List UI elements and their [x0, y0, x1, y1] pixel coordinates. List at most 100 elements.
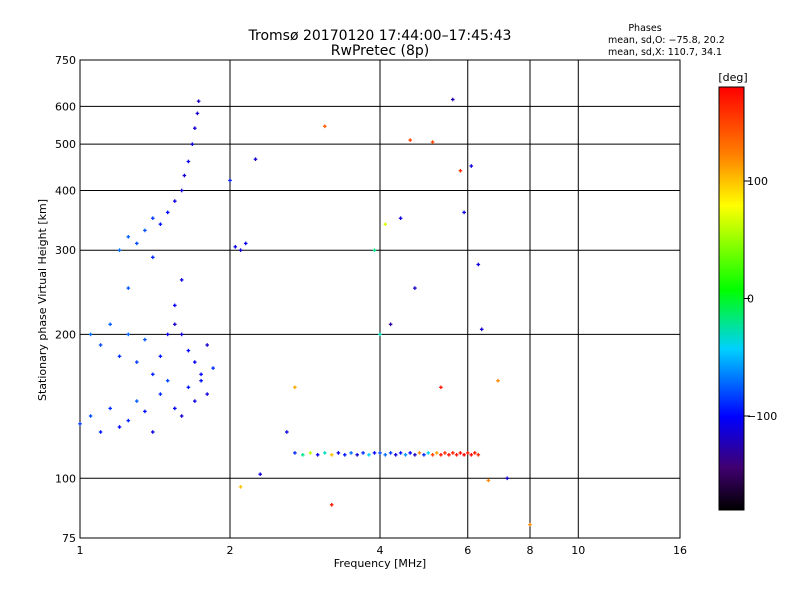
data-point — [182, 173, 187, 178]
colorbar-label: [deg] — [718, 71, 747, 84]
data-point — [284, 430, 289, 434]
data-point — [462, 210, 466, 215]
x-tick-label: 16 — [673, 544, 687, 557]
data-point — [98, 343, 103, 347]
data-point — [528, 522, 532, 527]
data-point — [355, 452, 360, 457]
y-tick-label: 600 — [55, 100, 76, 113]
data-point — [126, 235, 131, 239]
data-point — [253, 157, 258, 161]
data-point — [186, 159, 191, 164]
data-point — [143, 228, 147, 233]
data-point — [179, 332, 184, 337]
colorbar-tick-label: 100 — [747, 175, 768, 188]
data-point — [439, 385, 443, 390]
data-point — [476, 452, 481, 457]
data-point — [228, 178, 232, 183]
data-point — [186, 348, 191, 353]
data-point — [98, 430, 103, 434]
data-point — [190, 142, 195, 146]
data-point — [195, 111, 200, 116]
data-point — [151, 372, 155, 377]
data-point — [173, 322, 177, 327]
y-tick-label: 500 — [55, 138, 76, 151]
y-tick-label: 75 — [62, 532, 76, 545]
data-point — [151, 430, 155, 434]
data-point — [454, 452, 459, 457]
data-point — [378, 332, 382, 337]
data-point — [479, 327, 484, 332]
data-point — [408, 451, 413, 455]
data-point — [193, 360, 197, 364]
data-point — [322, 451, 327, 455]
data-point — [403, 452, 408, 457]
data-point — [108, 322, 112, 327]
colorbar — [718, 86, 745, 511]
phase-info-x: mean, sd,X: 110.7, 34.1 — [608, 47, 722, 58]
data-point — [383, 452, 388, 457]
data-point — [398, 216, 403, 220]
data-point — [173, 406, 177, 411]
data-point — [117, 248, 122, 252]
data-point — [349, 451, 353, 455]
data-point — [126, 418, 131, 423]
data-point — [430, 140, 435, 144]
data-point — [78, 421, 82, 426]
y-tick-label: 300 — [55, 244, 76, 257]
data-point — [117, 354, 122, 359]
chart-subtitle: RwPretec (8p) — [331, 43, 429, 59]
data-point — [367, 452, 371, 457]
data-point — [126, 332, 131, 337]
data-point — [434, 451, 439, 455]
data-point — [329, 452, 334, 457]
y-tick-label: 200 — [55, 328, 76, 341]
colorbar-ticks: 100 0 −100 — [744, 175, 777, 423]
data-point — [447, 452, 451, 457]
data-point — [126, 286, 131, 290]
data-point — [469, 452, 474, 457]
data-point — [179, 278, 184, 282]
data-point — [199, 372, 203, 377]
data-point — [322, 124, 327, 129]
data-point — [450, 451, 455, 455]
data-point — [393, 452, 398, 457]
colorbar-tick-label: 0 — [747, 293, 754, 306]
data-point — [443, 451, 447, 455]
data-point — [117, 425, 122, 429]
data-point — [462, 452, 466, 457]
data-point — [458, 168, 463, 173]
data-point — [388, 451, 393, 455]
data-point — [179, 188, 184, 193]
data-point — [372, 248, 377, 252]
data-point — [430, 452, 435, 457]
data-point — [496, 378, 500, 383]
data-point — [450, 97, 455, 102]
data-point — [199, 378, 203, 383]
data-point — [383, 222, 388, 226]
data-point — [193, 126, 197, 130]
data-point — [88, 414, 93, 418]
y-tick-labels: 75 100 200 300 400 500 600 750 — [55, 54, 76, 545]
x-tick-label: 10 — [571, 544, 585, 557]
data-point — [196, 99, 201, 103]
data-point — [165, 378, 170, 383]
data-point — [135, 399, 139, 403]
data-point — [426, 451, 431, 455]
colorbar-tick-label: −100 — [747, 410, 777, 423]
data-point — [205, 392, 209, 396]
data-point — [143, 409, 147, 414]
data-point — [505, 476, 510, 481]
data-point — [165, 332, 170, 337]
data-point — [422, 452, 426, 457]
data-point — [417, 451, 422, 455]
data-point — [300, 452, 305, 457]
data-point — [108, 406, 112, 411]
data-point — [211, 366, 215, 370]
data-points — [78, 97, 532, 527]
y-tick-label: 100 — [55, 472, 76, 485]
data-point — [158, 222, 163, 226]
data-point — [193, 399, 197, 403]
data-point — [465, 451, 470, 455]
data-point — [476, 262, 481, 267]
